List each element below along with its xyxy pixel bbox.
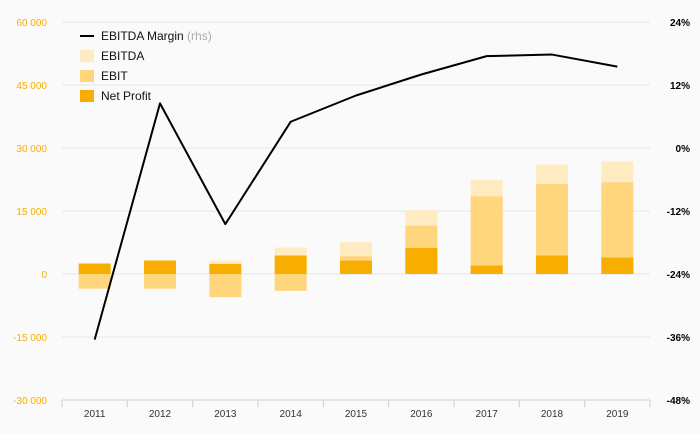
bar-net-profit <box>78 263 111 274</box>
bar-net-profit <box>536 255 568 274</box>
y-left-tick-label: 45 000 <box>16 81 47 92</box>
bar-ebit <box>274 274 307 291</box>
x-tick-label: 2019 <box>606 409 629 420</box>
x-tick-label: 2014 <box>280 409 303 420</box>
bars <box>78 161 634 298</box>
ebitda-margin-line <box>93 53 618 340</box>
legend-label: Net Profit <box>101 89 152 103</box>
bar-net-profit <box>274 255 307 274</box>
bar-ebit <box>78 274 111 289</box>
y-right-tick-label: -48% <box>667 396 690 407</box>
bar-net-profit <box>405 247 438 274</box>
y-axis-right: 24% 12% 0% -12% -24% -36% -48% <box>667 18 690 407</box>
x-tick-label: 2012 <box>149 409 172 420</box>
y-left-tick-label: -15 000 <box>13 333 47 344</box>
legend-label: EBITDA <box>101 49 144 63</box>
x-axis: 2011 2012 2013 2014 2015 2016 2017 2018 2019 <box>61 399 651 420</box>
bar-net-profit <box>144 260 176 274</box>
x-tick-label: 2017 <box>476 409 499 420</box>
x-tick-label: 2015 <box>345 409 368 420</box>
legend-label: EBIT <box>101 69 128 83</box>
legend-swatch <box>80 50 94 62</box>
y-left-tick-label: 15 000 <box>16 207 47 218</box>
y-axis-left: 60 000 45 000 30 000 15 000 0 -15 000 -30 000 <box>13 18 47 407</box>
y-left-tick-label: -30 000 <box>13 396 47 407</box>
y-left-tick-label: 60 000 <box>16 18 47 29</box>
bar-ebit <box>144 274 176 289</box>
legend-swatch <box>80 90 94 102</box>
y-right-tick-label: 12% <box>670 81 690 92</box>
x-tick-label: 2016 <box>410 409 433 420</box>
bar-net-profit <box>340 260 372 274</box>
y-right-tick-label: -36% <box>667 333 690 344</box>
x-tick-label: 2018 <box>541 409 564 420</box>
y-right-tick-label: 0% <box>676 144 691 155</box>
bar-net-profit <box>601 257 634 274</box>
y-left-tick-label: 30 000 <box>16 144 47 155</box>
legend-swatch <box>80 70 94 82</box>
x-tick-label: 2013 <box>214 409 237 420</box>
legend-label-suffix: (rhs) <box>184 29 212 43</box>
y-right-tick-label: -24% <box>667 270 690 281</box>
legend: EBITDA Margin (rhs) EBITDA EBIT Net Profit <box>80 29 212 103</box>
x-tick-label: 2011 <box>84 409 106 420</box>
bar-net-profit <box>470 265 503 274</box>
y-right-tick-label: 24% <box>670 18 690 29</box>
legend-label: EBITDA Margin (rhs) <box>101 29 212 43</box>
y-right-tick-label: -12% <box>667 207 690 218</box>
bar-net-profit <box>209 263 242 274</box>
y-left-tick-label: 0 <box>41 270 47 281</box>
line-ebitda-margin <box>93 53 618 340</box>
bar-ebit <box>470 196 503 274</box>
bar-ebit <box>209 274 242 298</box>
